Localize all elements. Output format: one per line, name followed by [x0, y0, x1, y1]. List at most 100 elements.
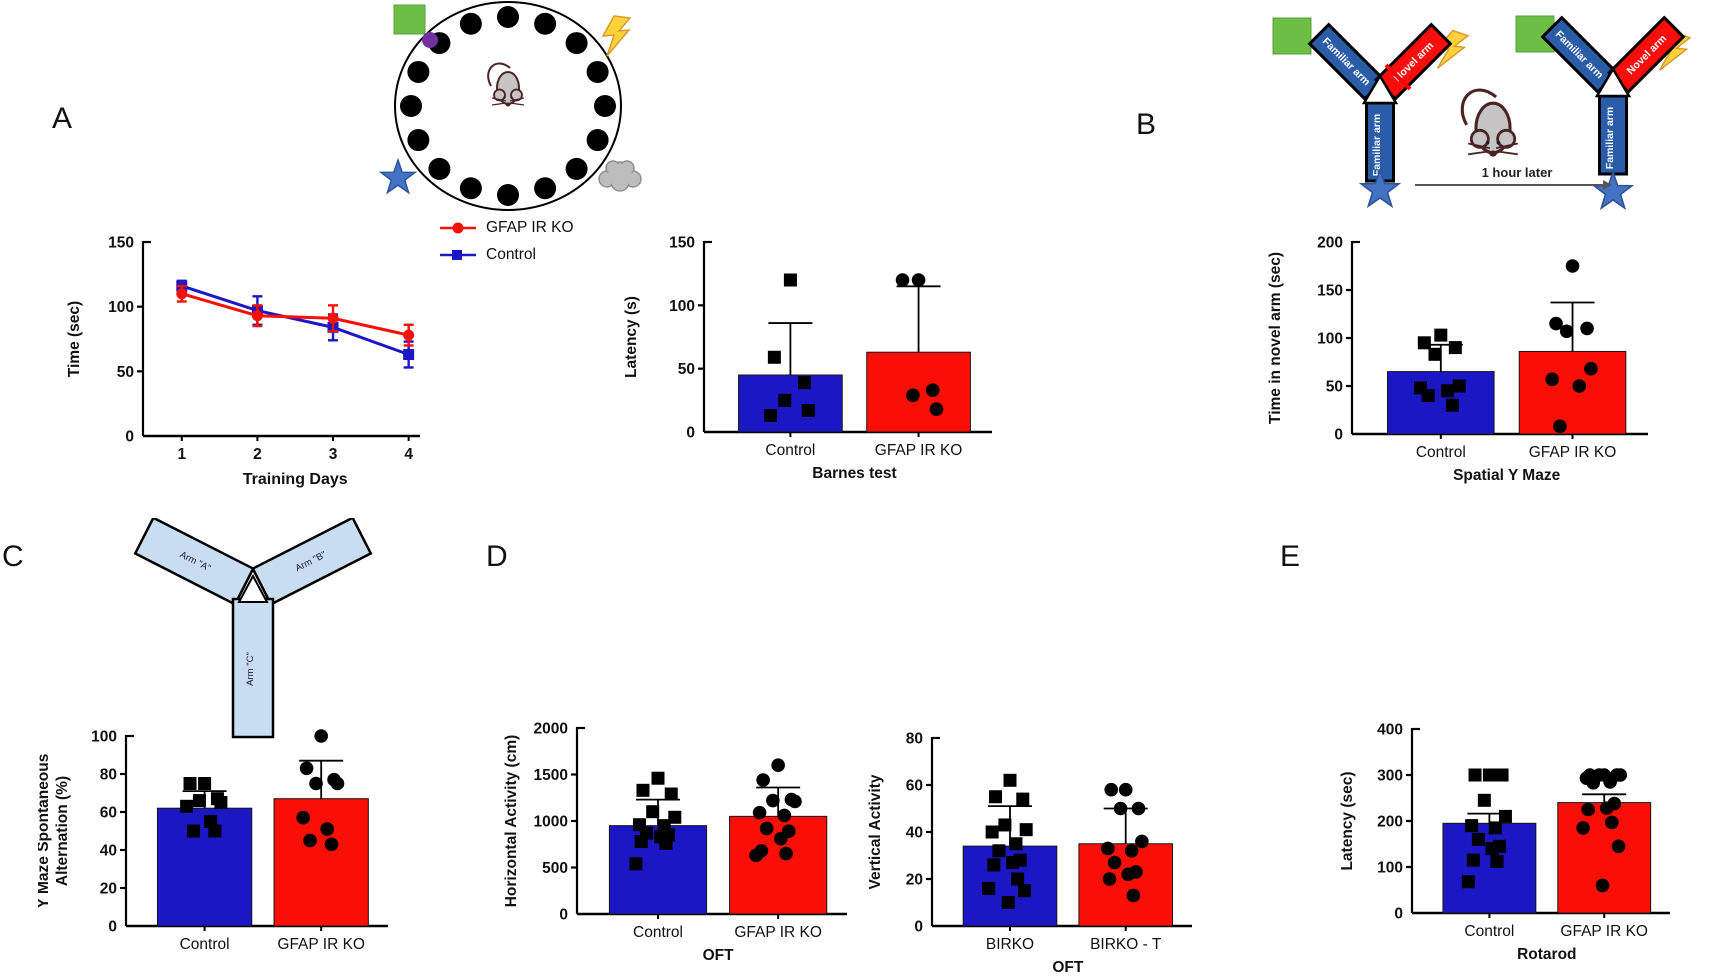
scatter-points — [895, 273, 944, 416]
legend-item-gfap-ir-ko: GFAP IR KO — [438, 214, 574, 241]
svg-text:OFT: OFT — [703, 947, 735, 964]
svg-text:Rotarod: Rotarod — [1517, 946, 1576, 963]
svg-text:200: 200 — [1377, 814, 1403, 831]
svg-text:BIRKO - T: BIRKO - T — [1090, 936, 1162, 953]
bar-control — [1387, 371, 1495, 435]
panel-c-label: C — [2, 540, 24, 573]
svg-text:0: 0 — [686, 425, 695, 442]
svg-text:Time in novel arm (sec): Time in novel arm (sec) — [1267, 252, 1284, 424]
green-square-cue — [1272, 17, 1312, 55]
bar-gfap-ir-ko — [273, 798, 369, 927]
svg-text:60: 60 — [906, 778, 923, 795]
svg-text:0: 0 — [108, 919, 117, 936]
svg-text:0: 0 — [1334, 427, 1343, 444]
svg-text:1500: 1500 — [534, 767, 568, 784]
bar-group-gfap-ir-ko: GFAP IR KO — [866, 273, 971, 459]
lightning-cue — [602, 15, 631, 57]
svg-text:1000: 1000 — [534, 814, 568, 831]
legend-marker-circle — [440, 222, 476, 233]
svg-text:150: 150 — [108, 235, 134, 252]
svg-text:20: 20 — [906, 872, 923, 889]
svg-text:50: 50 — [117, 364, 134, 381]
panel-a-label: A — [52, 102, 73, 135]
oft-vertical-activity-chart: 0 20 40 60 80 Vertical Activity BIRKO BIRKO - T… — [867, 731, 1192, 976]
svg-text:80: 80 — [100, 767, 117, 784]
svg-text:80: 80 — [906, 731, 923, 748]
bar-group-birko: BIRKO — [962, 773, 1058, 953]
svg-text:Spatial Y Maze: Spatial Y Maze — [1453, 467, 1560, 484]
svg-text:4: 4 — [404, 446, 413, 463]
bar-group-control: Control — [1387, 328, 1495, 461]
svg-text:GFAP IR KO: GFAP IR KO — [875, 442, 963, 459]
maze-holes — [400, 6, 616, 206]
svg-text:OFT: OFT — [1052, 959, 1084, 976]
rotarod-latency-chart: 0 100 200 300 400 Latency (sec) Control GFAP IR… — [1339, 722, 1670, 963]
svg-text:GFAP IR KO: GFAP IR KO — [734, 924, 822, 941]
bar-group-control: Control — [156, 777, 253, 953]
svg-text:Control: Control — [180, 936, 230, 953]
svg-text:400: 400 — [1377, 722, 1403, 739]
svg-text:0: 0 — [559, 907, 568, 924]
scatter-points — [982, 773, 1033, 909]
familiar-arm-label: Familiar arm — [1604, 107, 1616, 169]
svg-text:1: 1 — [177, 446, 186, 463]
series-control — [176, 279, 415, 369]
svg-text:0: 0 — [125, 429, 134, 446]
scatter-points — [1461, 768, 1512, 889]
oft-horizontal-activity-chart: 0 500 1000 1500 2000 Horizontal Activity (cm)… — [503, 721, 847, 964]
svg-text:Latency (sec): Latency (sec) — [1339, 771, 1356, 870]
scatter-points — [749, 758, 802, 863]
legend-label: GFAP IR KO — [486, 218, 574, 236]
y-maze-alternation-bar-chart: 0 20 40 60 80 100 Y Maze SpontaneousAlternatio… — [38, 729, 388, 953]
axes: 0 20 40 60 80 100 Y Maze SpontaneousAlternatio… — [38, 729, 388, 936]
bar-gfap-ir-ko — [729, 815, 828, 915]
scatter-points — [629, 771, 682, 871]
scatter-points — [180, 777, 228, 838]
axes: 0 50 100 150 200 Time in novel arm (sec) — [1267, 235, 1648, 444]
scatter-points — [1413, 328, 1466, 412]
svg-text:2: 2 — [253, 446, 262, 463]
legend-label: Control — [486, 245, 536, 263]
bar-group-control: Control — [738, 273, 843, 459]
svg-text:40: 40 — [906, 825, 923, 842]
panel-b-label: B — [1136, 108, 1157, 141]
y-maze-diagram: Arm "A" Arm "B" Arm "C" — [133, 518, 373, 739]
svg-text:Vertical Activity: Vertical Activity — [867, 774, 884, 889]
error-bar — [768, 322, 813, 375]
bar-group-gfap-ir-ko: GFAP IR KO — [1518, 259, 1627, 461]
scatter-points — [1576, 768, 1628, 893]
bar-group-gfap-ir-ko: GFAP IR KO — [273, 729, 369, 953]
svg-text:Alternation (%): Alternation (%) — [54, 776, 71, 886]
legend-item-control: Control — [438, 241, 574, 268]
panel-d-label: D — [486, 540, 508, 573]
svg-text:GFAP IR KO: GFAP IR KO — [1529, 444, 1617, 461]
star-cue — [380, 159, 416, 194]
svg-text:500: 500 — [542, 860, 568, 877]
svg-text:20: 20 — [100, 881, 117, 898]
svg-text:Latency (s): Latency (s) — [623, 296, 640, 378]
svg-text:GFAP IR KO: GFAP IR KO — [277, 936, 365, 953]
svg-text:Barnes test: Barnes test — [812, 465, 896, 482]
svg-text:100: 100 — [91, 729, 117, 746]
bar-group-gfap-ir-ko: GFAP IR KO — [729, 758, 828, 941]
svg-text:GFAP IR KO: GFAP IR KO — [1560, 923, 1648, 940]
barnes-test-bar-chart: 0 50 100 150 Latency (s) Control GFAP IR KO Bar… — [623, 235, 992, 482]
bar-birko-t — [1078, 843, 1173, 927]
bar-gfap-ir-ko — [1518, 350, 1627, 435]
star-cue — [1593, 171, 1633, 209]
bar-group-control: Control — [1442, 768, 1537, 940]
bar-group-birko-t: BIRKO - T — [1078, 782, 1173, 953]
svg-text:Y Maze Spontaneous: Y Maze Spontaneous — [38, 754, 52, 909]
svg-text:Horizontal Activity (cm): Horizontal Activity (cm) — [503, 735, 520, 908]
barnes-maze-diagram — [380, 1, 642, 211]
series-gfap-ir-ko — [176, 284, 415, 347]
svg-text:2000: 2000 — [534, 721, 568, 738]
training-legend: GFAP IR KO Control — [438, 214, 574, 268]
training-days-line-chart: 0 50 100 150 Time (sec) 1 2 3 4 Training Days — [66, 235, 420, 488]
legend-marker-square — [440, 249, 476, 260]
mouse-between-trials — [1460, 88, 1520, 159]
svg-text:60: 60 — [100, 805, 117, 822]
familiar-arm-label: Familiar arm — [1371, 114, 1383, 176]
arm-c-label: Arm "C" — [245, 652, 256, 686]
